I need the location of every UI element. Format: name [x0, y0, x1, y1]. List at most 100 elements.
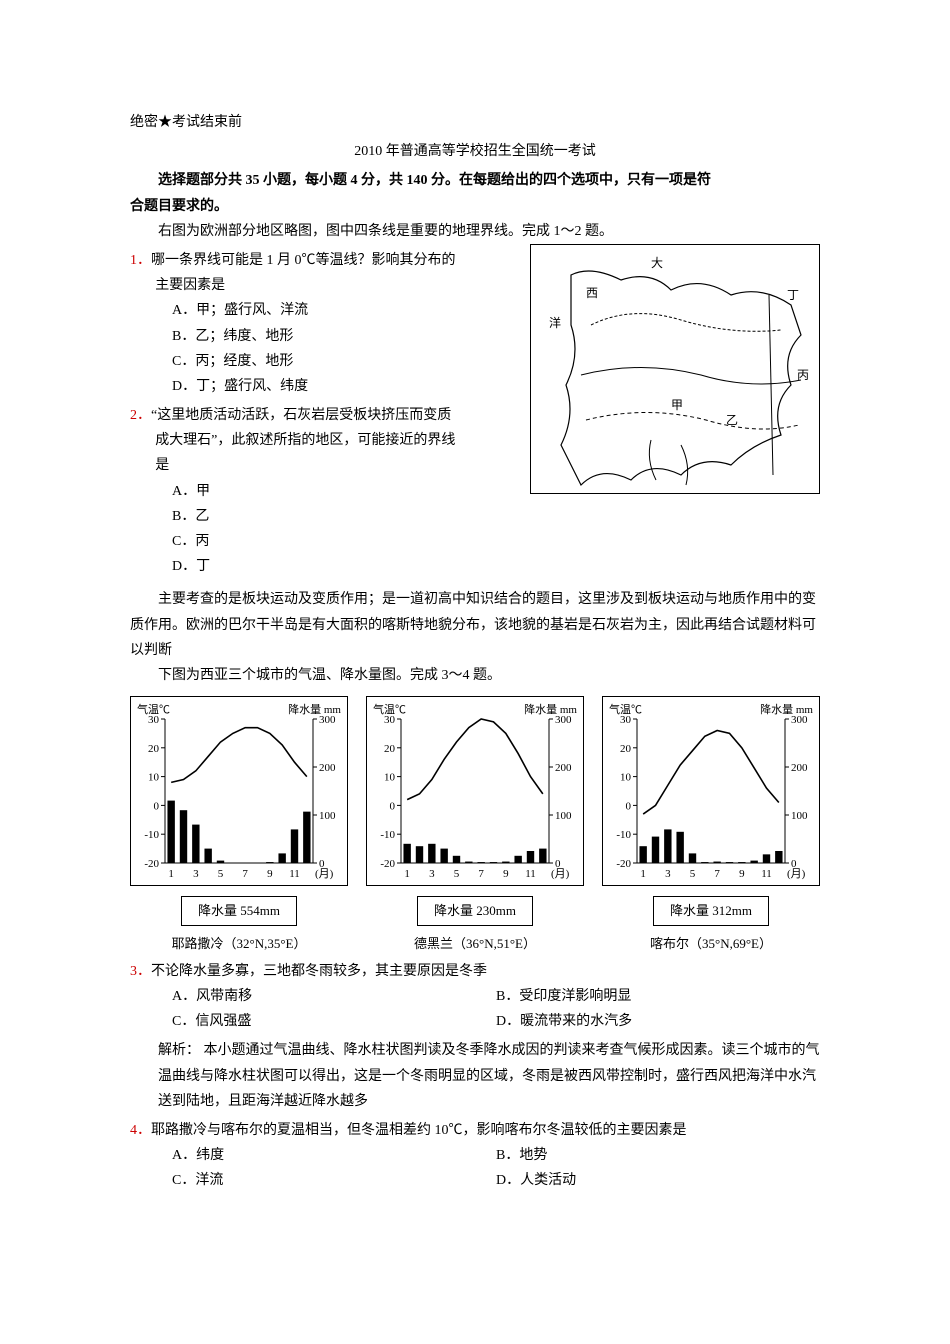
temp-axis-label-1: 气温℃ — [137, 701, 170, 721]
q1-number: 1． — [130, 253, 151, 268]
svg-text:-20: -20 — [380, 858, 395, 870]
chart-kabul: 气温℃ 降水量 mm 3020100-10-203002001000135791… — [602, 696, 820, 955]
exam-title: 2010 年普通高等学校招生全国统一考试 — [130, 139, 820, 164]
q4-number: 4． — [130, 1123, 151, 1138]
chart-svg-3: 3020100-10-2030020010001357911(月) — [603, 697, 819, 885]
svg-text:9: 9 — [503, 868, 509, 880]
q2-opt-c: C．丙 — [130, 529, 820, 554]
precip-axis-label-1: 降水量 mm — [288, 701, 341, 721]
intro-q1-2: 右图为欧洲部分地区略图，图中四条线是重要的地理界线。完成 1～2 题。 — [130, 219, 820, 244]
svg-text:100: 100 — [791, 810, 808, 822]
svg-text:(月): (月) — [551, 868, 570, 880]
q2-opt-d: D．丁 — [130, 554, 820, 579]
svg-text:20: 20 — [620, 743, 632, 755]
svg-text:5: 5 — [454, 868, 460, 880]
svg-text:0: 0 — [390, 801, 396, 813]
svg-text:0: 0 — [626, 801, 632, 813]
chart-caption-2: 降水量 230mm — [417, 896, 533, 925]
instruction-line1: 选择题部分共 35 小题，每小题 4 分，共 140 分。在每题给出的四个选项中… — [130, 168, 711, 193]
svg-text:1: 1 — [168, 868, 174, 880]
svg-text:5: 5 — [690, 868, 696, 880]
svg-text:3: 3 — [193, 868, 199, 880]
q2-number: 2． — [130, 408, 151, 423]
svg-text:11: 11 — [525, 868, 536, 880]
q3-opt-d: D．暖流带来的水汽多 — [496, 1009, 820, 1034]
q3-number: 3． — [130, 964, 151, 979]
question-3: 3．不论降水量多寡，三地都冬雨较多，其主要原因是冬季 A．风带南移 B．受印度洋… — [130, 959, 820, 1035]
climate-charts-row: 气温℃ 降水量 mm 3020100-10-203002001000135791… — [130, 696, 820, 955]
ocean-label-3: 洋 — [549, 313, 561, 335]
svg-text:(月): (月) — [315, 868, 334, 880]
confidential-header: 绝密★考试结束前 — [130, 110, 820, 135]
chart-tehran: 气温℃ 降水量 mm 3020100-10-203002001000135791… — [366, 696, 584, 955]
map-label-yi: 乙 — [726, 410, 738, 432]
svg-text:11: 11 — [289, 868, 300, 880]
svg-text:100: 100 — [319, 810, 336, 822]
map-label-jia: 甲 — [671, 395, 683, 417]
svg-text:7: 7 — [242, 868, 248, 880]
svg-text:-10: -10 — [616, 829, 631, 841]
chart-sub-3: 喀布尔（35°N,69°E） — [602, 932, 820, 955]
svg-text:100: 100 — [555, 810, 572, 822]
q4-opt-d: D．人类活动 — [496, 1168, 820, 1193]
svg-text:11: 11 — [761, 868, 772, 880]
analysis-q3: 解析： 本小题通过气温曲线、降水柱状图判读及冬季降水成因的判读来考查气候形成因素… — [130, 1038, 820, 1114]
svg-text:200: 200 — [555, 762, 572, 774]
svg-text:0: 0 — [154, 801, 160, 813]
map-label-ding: 丁 — [787, 285, 799, 307]
svg-text:1: 1 — [404, 868, 410, 880]
q3-opt-a: A．风带南移 — [172, 984, 496, 1009]
question-4: 4．耶路撒冷与喀布尔的夏温相当，但冬温相差约 10℃，影响喀布尔冬温较低的主要因… — [130, 1118, 820, 1194]
svg-text:-10: -10 — [380, 829, 395, 841]
temp-axis-label-3: 气温℃ — [609, 701, 642, 721]
q3-opt-c: C．信风强盛 — [172, 1009, 496, 1034]
chart-jerusalem: 气温℃ 降水量 mm 3020100-10-203002001000135791… — [130, 696, 348, 955]
q2-text-1: “这里地质活动活跃，石灰岩层受板块挤压而变质 — [151, 408, 451, 423]
ocean-label-2: 西 — [586, 283, 598, 305]
analysis-q1-2: 主要考查的是板块运动及变质作用；是一道初高中知识结合的题目，这里涉及到板块运动与… — [130, 587, 820, 663]
q4-opt-a: A．纬度 — [172, 1143, 496, 1168]
svg-text:3: 3 — [429, 868, 435, 880]
svg-text:20: 20 — [384, 743, 396, 755]
q3-text: 不论降水量多寡，三地都冬雨较多，其主要原因是冬季 — [151, 964, 487, 979]
temp-axis-label-2: 气温℃ — [373, 701, 406, 721]
q3-opt-b: B．受印度洋影响明显 — [496, 984, 820, 1009]
map-svg — [531, 245, 817, 491]
europe-map-figure: 大 西 洋 甲 乙 丙 丁 — [530, 244, 820, 494]
chart-svg-2: 3020100-10-2030020010001357911(月) — [367, 697, 583, 885]
precip-axis-label-3: 降水量 mm — [760, 701, 813, 721]
svg-text:7: 7 — [714, 868, 720, 880]
chart-caption-3: 降水量 312mm — [653, 896, 769, 925]
intro-q3-4: 下图为西亚三个城市的气温、降水量图。完成 3～4 题。 — [130, 663, 820, 688]
chart-box-3: 气温℃ 降水量 mm 3020100-10-203002001000135791… — [602, 696, 820, 886]
svg-text:9: 9 — [739, 868, 745, 880]
chart-svg-1: 3020100-10-2030020010001357911(月) — [131, 697, 347, 885]
svg-text:10: 10 — [384, 772, 396, 784]
svg-text:1: 1 — [640, 868, 646, 880]
chart-sub-1: 耶路撒冷（32°N,35°E） — [130, 932, 348, 955]
svg-text:200: 200 — [791, 762, 808, 774]
europe-map: 大 西 洋 甲 乙 丙 丁 — [530, 244, 820, 494]
svg-text:3: 3 — [665, 868, 671, 880]
instruction-line2: 合题目要求的。 — [130, 194, 820, 219]
chart-caption-1: 降水量 554mm — [181, 896, 297, 925]
svg-text:5: 5 — [218, 868, 224, 880]
chart-box-1: 气温℃ 降水量 mm 3020100-10-203002001000135791… — [130, 696, 348, 886]
map-label-bing: 丙 — [797, 365, 809, 387]
svg-text:(月): (月) — [787, 868, 806, 880]
svg-text:10: 10 — [620, 772, 632, 784]
svg-text:9: 9 — [267, 868, 273, 880]
svg-text:200: 200 — [319, 762, 336, 774]
svg-text:20: 20 — [148, 743, 160, 755]
q4-text: 耶路撒冷与喀布尔的夏温相当，但冬温相差约 10℃，影响喀布尔冬温较低的主要因素是 — [151, 1123, 687, 1138]
q1-text-1: 哪一条界线可能是 1 月 0℃等温线？影响其分布的 — [151, 253, 456, 268]
chart-sub-2: 德黑兰（36°N,51°E） — [366, 932, 584, 955]
svg-text:10: 10 — [148, 772, 160, 784]
q4-opt-b: B．地势 — [496, 1143, 820, 1168]
svg-text:-20: -20 — [616, 858, 631, 870]
svg-text:7: 7 — [478, 868, 484, 880]
chart-box-2: 气温℃ 降水量 mm 3020100-10-203002001000135791… — [366, 696, 584, 886]
svg-text:-10: -10 — [144, 829, 159, 841]
svg-text:-20: -20 — [144, 858, 159, 870]
precip-axis-label-2: 降水量 mm — [524, 701, 577, 721]
